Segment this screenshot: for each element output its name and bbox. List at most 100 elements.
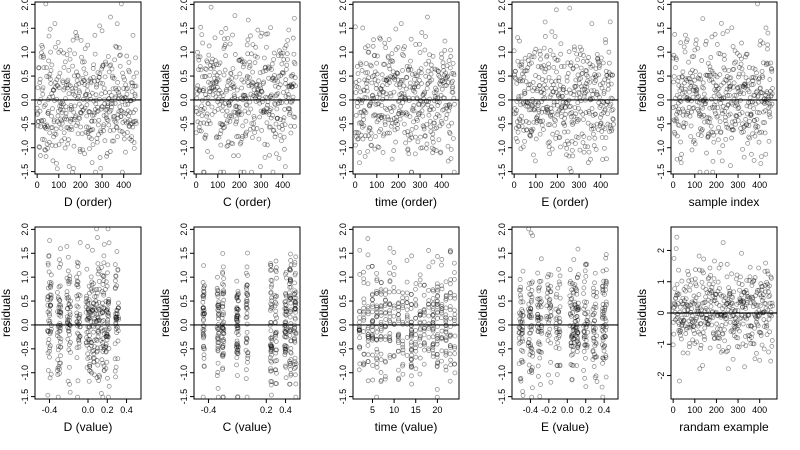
data-point (740, 83, 746, 89)
data-point (557, 333, 562, 338)
data-point (101, 290, 107, 296)
data-point (365, 236, 371, 241)
data-point (215, 347, 221, 353)
data-point (426, 334, 432, 340)
data-point (747, 104, 753, 110)
data-point (288, 338, 294, 344)
data-point (220, 325, 226, 331)
data-point (352, 130, 358, 136)
data-point (368, 136, 373, 142)
data-point (684, 325, 690, 331)
data-point (754, 109, 760, 115)
data-point (421, 347, 427, 353)
data-point (283, 309, 289, 314)
data-point (721, 52, 727, 58)
data-point (701, 91, 707, 97)
data-point (566, 153, 572, 159)
data-point (544, 54, 550, 60)
data-point (87, 109, 93, 115)
y-tick-label: -1.0 (20, 365, 30, 381)
data-point (365, 326, 371, 332)
data-point (452, 370, 458, 376)
data-point (581, 329, 587, 335)
data-point (553, 294, 559, 300)
data-point (103, 112, 109, 118)
data-point (404, 74, 410, 80)
data-point (105, 101, 111, 106)
data-point (683, 32, 688, 38)
data-point (417, 319, 423, 325)
data-point (244, 335, 249, 341)
data-point (373, 82, 379, 88)
data-point (365, 335, 371, 341)
data-point (737, 84, 743, 90)
data-point (576, 91, 582, 96)
data-point (56, 343, 61, 349)
data-point (568, 169, 574, 174)
data-point (244, 264, 250, 270)
data-point (744, 122, 750, 127)
data-point (283, 81, 288, 87)
data-point (539, 122, 545, 128)
data-point (379, 115, 385, 121)
data-point (266, 109, 272, 115)
data-point (84, 296, 89, 301)
data-point (288, 338, 294, 344)
data-point (447, 249, 453, 255)
data-point (685, 350, 691, 356)
data-point (96, 300, 102, 305)
data-point (34, 112, 40, 117)
data-point (601, 145, 607, 151)
data-point (438, 149, 444, 155)
data-point (518, 299, 524, 305)
data-point (211, 75, 217, 81)
data-point (602, 304, 608, 310)
data-point (607, 103, 613, 109)
y-tick-label: 1.5 (179, 22, 189, 35)
data-point (590, 63, 595, 69)
data-point (120, 96, 126, 102)
data-point (449, 89, 455, 95)
data-point (216, 340, 222, 346)
data-point (689, 54, 695, 60)
data-point (272, 102, 278, 107)
data-point (95, 70, 101, 76)
data-point (57, 107, 63, 112)
data-point (760, 75, 766, 80)
data-point (98, 106, 104, 112)
data-point (574, 51, 580, 57)
data-point (556, 92, 561, 98)
data-point (557, 281, 563, 287)
data-point (568, 303, 574, 308)
data-point (546, 74, 552, 80)
data-point (718, 349, 724, 355)
data-point (106, 394, 111, 400)
data-point (433, 148, 439, 153)
data-point (680, 108, 686, 114)
data-point (769, 68, 775, 74)
data-point (280, 70, 286, 75)
data-point (257, 100, 263, 106)
data-point (237, 141, 243, 147)
data-point (402, 94, 408, 100)
data-point (734, 301, 740, 307)
plot-frame (670, 1, 778, 175)
data-point (264, 105, 270, 111)
data-point (750, 341, 756, 346)
data-point (430, 317, 436, 323)
data-point (404, 353, 410, 358)
data-point (273, 308, 279, 314)
data-point (404, 317, 410, 322)
data-point (201, 296, 206, 302)
data-point (592, 270, 598, 276)
data-point (427, 96, 433, 102)
data-point (391, 75, 396, 81)
data-point (201, 86, 207, 92)
data-point (56, 363, 62, 369)
data-point (447, 131, 453, 137)
data-point (408, 302, 414, 308)
plot-frame (193, 1, 301, 175)
data-point (115, 300, 121, 306)
data-point (411, 119, 416, 125)
data-point (281, 134, 287, 140)
